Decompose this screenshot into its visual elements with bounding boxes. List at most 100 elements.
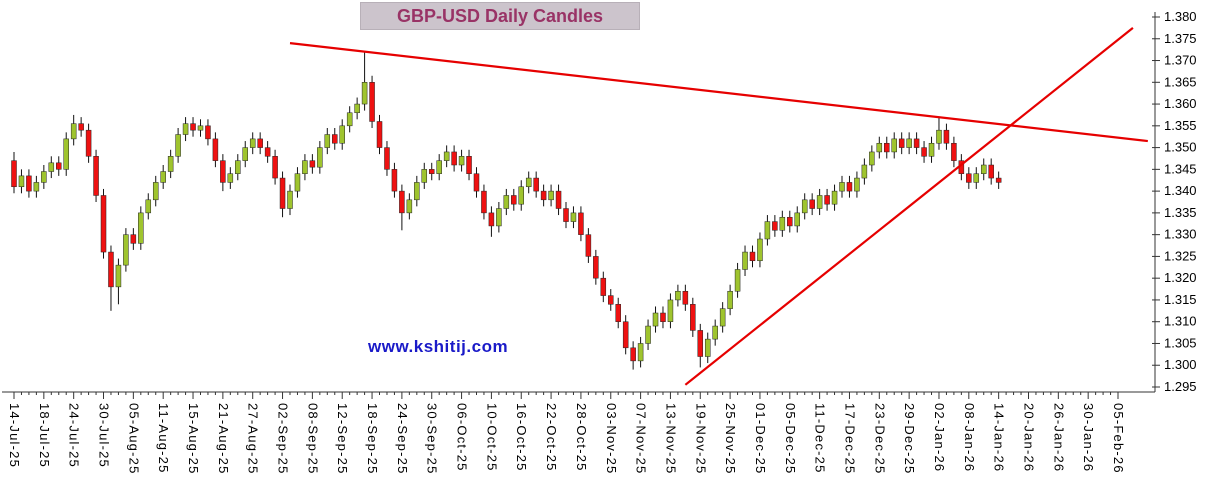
up-candle (861, 164, 868, 179)
down-candle (488, 212, 495, 227)
up-candle (719, 308, 726, 327)
x-tick-label: 03-Nov-25 (604, 403, 619, 475)
x-tick-label: 24-Jul-25 (67, 403, 82, 468)
y-tick-label: 1.345 (1164, 161, 1197, 176)
down-candle (279, 177, 286, 209)
up-candle (704, 338, 711, 357)
up-candle (63, 138, 69, 170)
up-candle (876, 142, 883, 153)
up-candle (175, 134, 181, 157)
down-candle (391, 169, 398, 192)
down-candle (913, 138, 920, 148)
down-candle (309, 160, 316, 168)
up-candle (123, 234, 129, 266)
x-axis-labels: 14-Jul-25 18-Jul-25 24-Jul-25 30-Jul-25 05-A… (7, 403, 1126, 475)
up-candle (227, 173, 234, 183)
up-candle (801, 199, 808, 214)
x-tick-label: 02-Sep-25 (276, 403, 291, 475)
down-candle (264, 147, 271, 157)
falling-resistance-trendline (289, 42, 1148, 143)
up-candle (936, 129, 942, 144)
x-tick-label: 08-Sep-25 (305, 403, 320, 475)
y-tick-label: 1.325 (1164, 248, 1197, 263)
x-tick-label: 21-Aug-25 (216, 403, 231, 475)
up-candle (406, 199, 413, 214)
x-tick-label: 26-Jan-26 (1051, 403, 1066, 472)
down-candle (555, 190, 562, 209)
up-candle (145, 199, 152, 214)
up-candle (854, 177, 860, 192)
y-tick-label: 1.335 (1164, 205, 1197, 220)
down-candle (884, 142, 890, 153)
y-tick-label: 1.365 (1164, 74, 1197, 89)
x-tick-label: 14-Jul-25 (7, 403, 22, 468)
down-candle (56, 162, 62, 170)
up-candle (652, 312, 659, 327)
up-candle (734, 269, 741, 292)
y-axis-labels: 1.380 1.375 1.370 1.365 1.360 1.355 1.350 1.345… (1164, 9, 1197, 394)
down-candle (190, 123, 196, 131)
x-tick-label: 07-Nov-25 (634, 403, 649, 475)
x-tick-label: 17-Dec-25 (842, 403, 857, 475)
up-candle (757, 238, 763, 262)
x-tick-label: 30-Jul-25 (97, 403, 112, 468)
down-candle (749, 251, 756, 262)
x-tick-label: 08-Jan-26 (962, 403, 977, 472)
down-candle (995, 177, 1002, 183)
up-candle (242, 147, 248, 161)
up-candle (869, 151, 875, 166)
up-candle (324, 134, 331, 148)
up-candle (906, 138, 912, 148)
x-tick-label: 05-Feb-26 (1111, 403, 1126, 474)
up-candle (667, 299, 674, 322)
down-candle (473, 173, 480, 192)
x-tick-label: 20-Jan-26 (1021, 403, 1036, 472)
y-tick-label: 1.370 (1164, 53, 1197, 68)
x-tick-label: 10-Oct-25 (484, 403, 499, 472)
down-candle (212, 138, 219, 161)
up-candle (138, 212, 144, 244)
x-tick-label: 01-Dec-25 (753, 403, 768, 475)
down-candle (130, 234, 137, 244)
up-candle (235, 160, 241, 174)
up-candle (197, 125, 204, 131)
down-candle (399, 190, 405, 214)
down-candle (93, 156, 99, 196)
up-candle (928, 142, 935, 157)
rising-support-trendline (684, 27, 1134, 386)
down-candle (600, 277, 607, 296)
down-candle (100, 195, 107, 253)
chart-title: GBP-USD Daily Candles (360, 2, 640, 30)
down-candle (257, 138, 263, 148)
x-tick-label: 15-Aug-25 (186, 403, 201, 475)
down-candle (220, 160, 226, 183)
down-candle (578, 212, 584, 235)
x-tick-label: 22-Oct-25 (544, 403, 559, 472)
up-candle (570, 212, 577, 222)
down-candle (26, 175, 32, 192)
up-candle (675, 290, 681, 301)
up-candle (115, 264, 122, 288)
up-candle (503, 195, 510, 209)
down-candle (898, 138, 905, 148)
up-candle (346, 112, 353, 127)
down-candle (451, 151, 457, 166)
down-candle (540, 190, 547, 201)
axes (2, 12, 1160, 399)
x-tick-label: 24-Sep-25 (395, 403, 410, 475)
down-candle (921, 147, 927, 157)
down-candle (533, 177, 539, 192)
x-tick-label: 28-Oct-25 (574, 403, 589, 472)
up-candle (317, 147, 323, 168)
up-candle (518, 186, 524, 205)
x-tick-label: 11-Aug-25 (156, 403, 171, 474)
x-tick-label: 23-Dec-25 (872, 403, 887, 475)
x-tick-label: 18-Sep-25 (365, 403, 380, 475)
up-candle (548, 190, 554, 201)
x-tick-label: 19-Nov-25 (693, 403, 708, 475)
down-candle (772, 221, 778, 231)
down-candle (428, 169, 435, 174)
up-candle (167, 156, 174, 172)
down-candle (615, 304, 621, 322)
